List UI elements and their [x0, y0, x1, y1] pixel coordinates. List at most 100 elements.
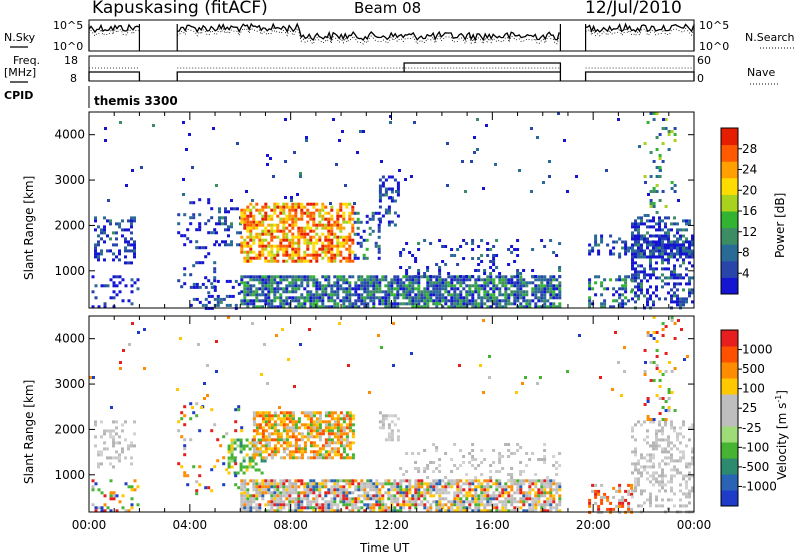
range-cell	[183, 414, 187, 418]
range-cell	[396, 509, 400, 513]
range-cell	[315, 494, 319, 498]
range-cell	[315, 429, 319, 433]
range-cell	[249, 302, 253, 306]
range-cell	[252, 420, 256, 424]
range-cell	[270, 453, 274, 457]
range-cell	[282, 488, 286, 492]
range-cell	[480, 278, 484, 282]
range-cell	[624, 278, 628, 282]
range-cell	[279, 456, 283, 460]
range-cell	[315, 290, 319, 294]
range-cell	[261, 223, 265, 227]
range-cell	[327, 438, 331, 442]
range-cell	[339, 226, 343, 230]
range-cell	[408, 506, 412, 510]
range-cell	[429, 299, 433, 303]
range-cell	[345, 299, 349, 303]
range-cell	[374, 244, 378, 248]
range-cell	[637, 480, 640, 484]
range-cell	[201, 246, 205, 250]
range-cell	[308, 328, 311, 331]
range-cell	[540, 281, 544, 285]
range-cell	[130, 497, 134, 501]
range-cell	[300, 232, 304, 236]
range-cell	[112, 281, 116, 285]
range-cell	[345, 296, 349, 300]
range-cell	[100, 462, 103, 466]
range-cell	[417, 281, 421, 285]
range-cell	[351, 208, 355, 212]
range-cell	[640, 246, 643, 250]
range-cell	[634, 225, 637, 229]
range-cell	[643, 214, 647, 217]
range-cell	[315, 293, 319, 297]
range-cell	[303, 241, 307, 245]
range-cell	[670, 370, 674, 373]
range-cell	[483, 506, 487, 510]
range-cell	[548, 175, 551, 178]
range-cell	[519, 296, 523, 300]
range-cell	[291, 232, 295, 236]
range-cell	[255, 432, 259, 436]
range-cell	[387, 287, 391, 291]
range-cell	[552, 455, 556, 458]
range-cell	[423, 506, 427, 510]
range-cell	[429, 506, 433, 510]
range-cell	[688, 471, 691, 475]
range-cell	[540, 296, 544, 300]
range-cell	[327, 220, 331, 224]
range-cell	[637, 231, 640, 235]
range-cell	[691, 447, 694, 451]
range-cell	[252, 226, 256, 230]
colorbar-tick-label: -100	[742, 440, 769, 454]
range-cell	[282, 226, 286, 230]
range-cell	[417, 290, 421, 294]
range-cell	[673, 127, 677, 130]
range-cell	[273, 256, 277, 260]
range-cell	[402, 500, 406, 504]
range-cell	[273, 447, 277, 451]
colorbar-tick-label: -500	[742, 460, 769, 474]
range-cell	[447, 284, 451, 288]
range-cell	[453, 254, 457, 257]
range-cell	[618, 486, 622, 490]
range-cell	[640, 456, 643, 460]
range-cell	[261, 284, 265, 288]
range-cell	[294, 488, 298, 492]
range-cell	[306, 417, 310, 421]
range-cell	[435, 500, 439, 504]
range-cell	[255, 482, 259, 486]
range-cell	[649, 495, 652, 499]
range-cell	[354, 293, 358, 297]
range-cell	[354, 299, 358, 303]
range-cell	[270, 456, 274, 460]
range-cell	[246, 259, 250, 263]
xtick-label: 00:00	[72, 518, 107, 532]
range-cell	[691, 234, 694, 238]
range-cell	[359, 235, 363, 239]
range-cell	[258, 250, 262, 254]
range-cell	[670, 181, 674, 184]
range-cell	[339, 417, 343, 421]
range-cell	[234, 420, 238, 424]
range-cell	[270, 238, 274, 242]
range-cell	[488, 355, 491, 358]
range-cell	[649, 252, 652, 256]
range-cell	[249, 503, 253, 507]
range-cell	[522, 278, 526, 282]
range-cell	[588, 498, 592, 502]
range-cell	[477, 296, 481, 300]
range-cell	[486, 242, 490, 245]
range-cell	[631, 225, 634, 229]
range-cell	[342, 485, 346, 489]
range-cell	[246, 482, 250, 486]
range-cell	[270, 491, 274, 495]
range-cell	[658, 438, 661, 442]
range-cell	[465, 302, 469, 306]
range-cell	[417, 296, 421, 300]
range-cell	[239, 222, 242, 226]
range-cell	[408, 281, 412, 285]
range-cell	[213, 288, 217, 292]
range-cell	[643, 237, 646, 241]
range-cell	[213, 297, 217, 301]
